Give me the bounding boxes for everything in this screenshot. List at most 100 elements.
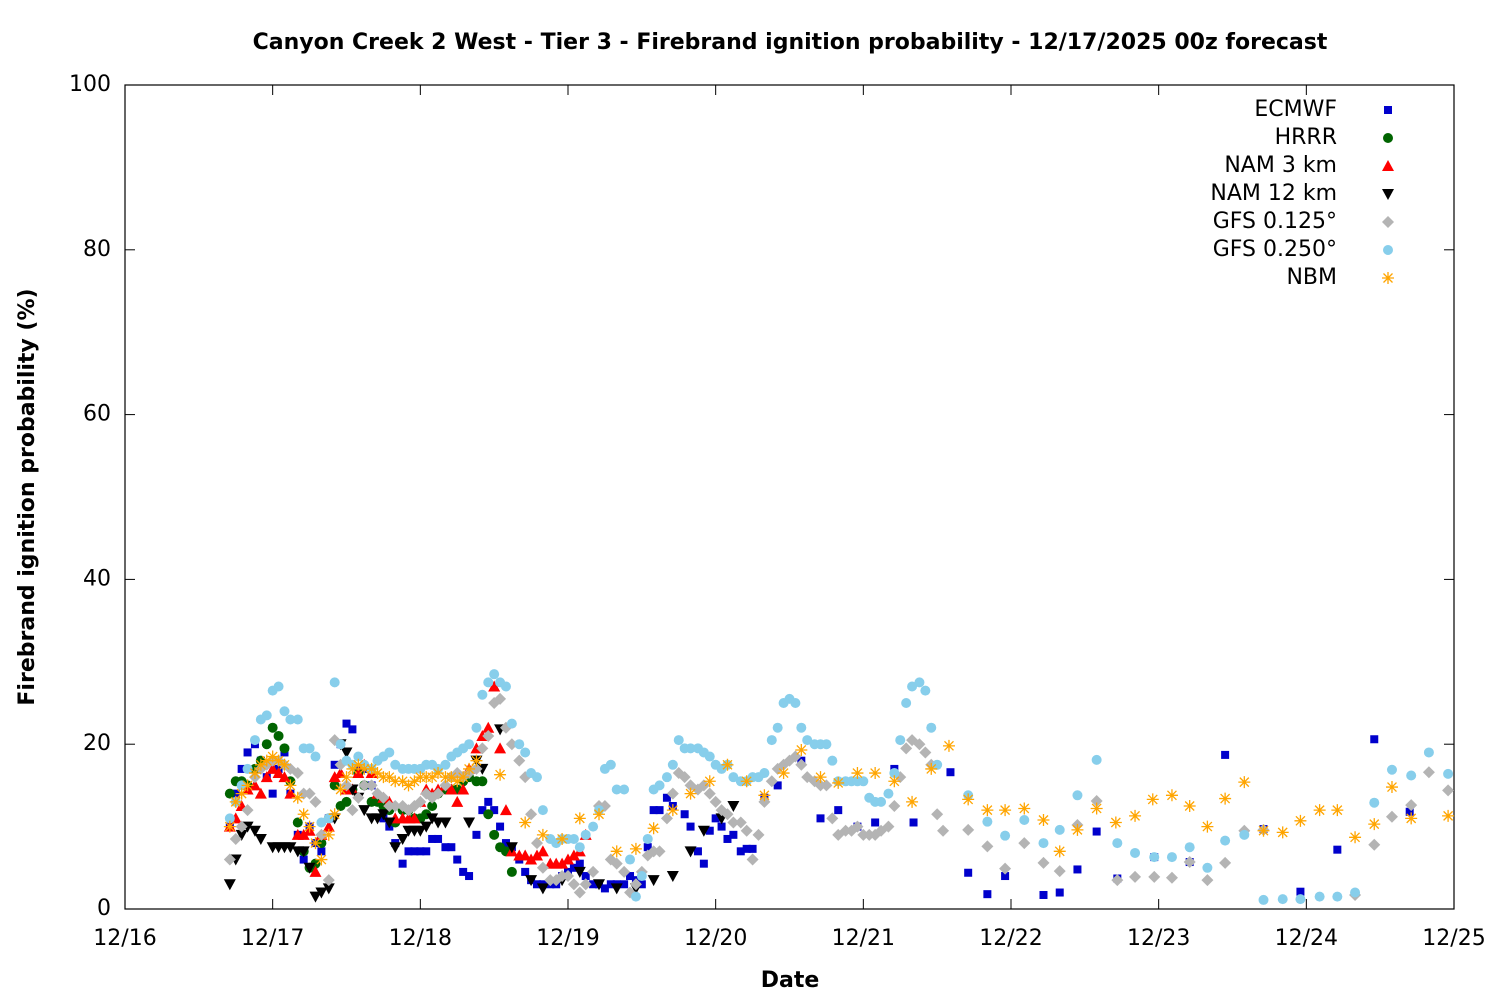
legend-label: GFS 0.125°: [1213, 209, 1337, 234]
data-point: [666, 787, 679, 800]
data-point: [643, 843, 652, 852]
data-point: [711, 814, 720, 823]
data-point: [489, 829, 500, 840]
data-point: [1055, 888, 1064, 897]
data-point: [748, 844, 757, 853]
data-point: [1149, 852, 1160, 863]
data-point: [1277, 894, 1288, 905]
data-point: [889, 768, 900, 779]
data-point: [1406, 770, 1417, 781]
data-point: [906, 795, 919, 808]
data-point: [1369, 797, 1380, 808]
data-point: [647, 875, 660, 887]
data-point: [377, 809, 390, 821]
data-point: [981, 840, 994, 853]
data-point: [459, 867, 468, 876]
x-tick-label: 12/20: [684, 926, 747, 951]
data-point: [568, 833, 579, 844]
data-point: [962, 793, 975, 806]
data-point: [883, 788, 894, 799]
y-tick-label: 40: [83, 566, 111, 591]
data-point: [520, 747, 531, 758]
data-point: [1053, 865, 1066, 878]
data-point: [457, 771, 470, 784]
data-point: [237, 764, 246, 773]
data-point: [962, 823, 975, 836]
x-tick-label: 12/16: [93, 926, 156, 951]
data-point: [655, 806, 664, 815]
data-point: [1295, 894, 1306, 905]
data-point: [463, 817, 476, 829]
data-point: [1090, 802, 1103, 815]
data-point: [1405, 807, 1414, 816]
data-point: [521, 867, 530, 876]
data-point: [1201, 820, 1214, 833]
data-point: [340, 747, 353, 759]
data-point: [284, 787, 297, 799]
data-point: [291, 791, 304, 804]
data-point: [365, 779, 378, 792]
data-point: [611, 784, 622, 795]
data-point: [470, 762, 483, 775]
data-point: [389, 775, 402, 788]
data-point: [303, 820, 316, 833]
data-point: [536, 845, 549, 857]
data-point: [567, 878, 580, 891]
data-point: [389, 800, 402, 812]
data-point: [820, 779, 833, 792]
x-axis-label: Date: [761, 968, 820, 993]
data-point: [1037, 814, 1050, 827]
data-point: [816, 814, 825, 823]
data-point: [919, 746, 932, 759]
data-point: [888, 800, 901, 812]
x-tick-label: 12/18: [389, 926, 452, 951]
data-point: [999, 862, 1012, 875]
data-point: [235, 820, 248, 833]
data-point: [383, 817, 396, 829]
data-point: [685, 743, 696, 754]
data-point: [1071, 823, 1084, 836]
data-point: [249, 735, 260, 746]
data-point: [1332, 891, 1343, 902]
data-point: [1092, 827, 1101, 836]
data-point: [536, 861, 549, 874]
data-point: [1422, 766, 1435, 779]
data-point: [229, 795, 242, 808]
data-point: [901, 698, 912, 708]
data-point: [1405, 799, 1418, 812]
data-point: [736, 847, 745, 856]
data-point: [913, 738, 926, 751]
data-point: [626, 872, 635, 881]
data-point: [341, 796, 352, 807]
data-point: [610, 883, 623, 895]
data-point: [752, 828, 765, 841]
data-point: [851, 767, 864, 780]
data-point: [299, 855, 308, 864]
data-point: [348, 725, 357, 734]
y-tick-label: 60: [83, 402, 111, 427]
data-point: [432, 767, 445, 780]
data-point: [579, 878, 592, 891]
data-point: [488, 680, 501, 692]
data-point: [500, 681, 511, 692]
x-tick-label: 12/23: [1127, 926, 1190, 951]
data-point: [937, 824, 950, 837]
data-point: [946, 768, 955, 777]
data-point: [1130, 847, 1141, 858]
data-point: [907, 681, 918, 692]
data-point: [858, 776, 869, 787]
data-point: [352, 791, 365, 804]
data-point: [447, 843, 456, 852]
data-point: [932, 759, 943, 770]
data-point: [1258, 894, 1269, 905]
data-point: [328, 808, 341, 821]
data-point: [1314, 891, 1325, 902]
data-point: [309, 837, 322, 850]
data-point: [315, 828, 328, 841]
data-point: [465, 872, 474, 881]
data-point: [273, 730, 284, 741]
data-point: [322, 820, 335, 832]
data-point: [317, 847, 326, 856]
data-point: [765, 775, 778, 788]
data-point: [525, 808, 538, 821]
